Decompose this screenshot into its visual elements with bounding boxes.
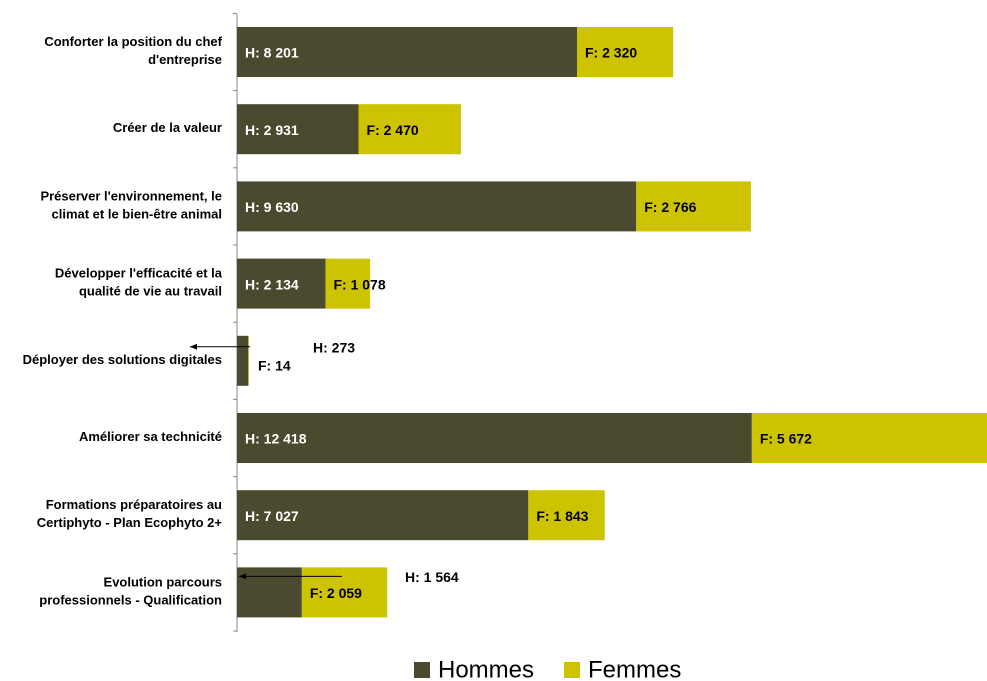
value-label: F: 14: [258, 358, 291, 374]
category-label: Evolution parcours professionnels - Quali…: [39, 575, 222, 608]
bar-segment: [237, 27, 578, 77]
bar-segment: [237, 413, 752, 463]
bar-segment: [325, 258, 371, 309]
value-label: H: 7 027: [245, 508, 299, 524]
bar-segment: [237, 490, 529, 541]
bar-segment: [237, 181, 637, 232]
value-label: F: 5 672: [760, 431, 812, 447]
legend-swatch: [414, 662, 430, 678]
bar-segment: [751, 413, 987, 463]
value-label: H: 2 931: [245, 122, 299, 138]
category-label: Conforter la position du chef d'entrepris…: [44, 34, 222, 67]
bar-segment: [248, 335, 249, 386]
bar-segment: [358, 104, 461, 155]
value-label: H: 2 134: [245, 276, 299, 292]
value-label: H: 273: [313, 340, 355, 356]
value-label: H: 1 564: [405, 569, 459, 585]
bar-segment: [237, 104, 359, 155]
value-label: F: 1 078: [333, 276, 385, 292]
legend-swatch: [564, 662, 580, 678]
bar-segment: [636, 181, 751, 232]
value-label: H: 9 630: [245, 199, 299, 215]
bar-segment: [301, 567, 388, 618]
category-label: Créer de la valeur: [113, 121, 222, 136]
category-label: Formations préparatoires au Certiphyto - …: [37, 498, 223, 531]
category-label: Développer l'efficacité et la qualité de …: [55, 266, 223, 299]
legend-label: Femmes: [588, 656, 681, 681]
legend-label: Hommes: [438, 656, 534, 681]
category-label: Améliorer sa technicité: [79, 429, 222, 444]
category-label: Préserver l'environnement, le climat et l…: [40, 189, 222, 222]
value-label: H: 12 418: [245, 431, 307, 447]
bar-segment: [237, 335, 249, 386]
bar-segment: [237, 567, 302, 618]
value-label: F: 2 320: [585, 45, 637, 61]
bar-segment: [528, 490, 605, 541]
value-label: F: 2 059: [310, 585, 362, 601]
value-label: H: 8 201: [245, 45, 299, 61]
bar-segment: [237, 258, 326, 309]
bar-segment: [577, 27, 674, 77]
value-label: F: 2 470: [367, 122, 419, 138]
value-label: F: 1 843: [536, 508, 588, 524]
category-label: Déployer des solutions digitales: [23, 352, 222, 367]
value-label: F: 2 766: [644, 199, 696, 215]
